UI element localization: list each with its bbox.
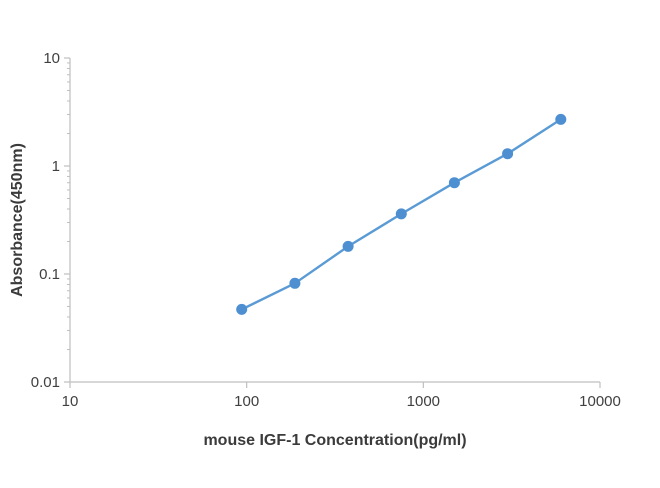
y-axis-title: Absorbance(450nm) <box>9 143 26 297</box>
y-tick-label: 0.01 <box>31 374 60 391</box>
x-tick-label: 10 <box>62 393 79 410</box>
data-point-marker <box>502 148 514 160</box>
chart-plot-layer: 0.01 0.1 1 10 10 100 1000 10000 <box>31 50 621 410</box>
data-point-marker <box>342 240 354 252</box>
y-tick-label: 0.1 <box>39 266 60 283</box>
data-point-marker <box>395 208 407 220</box>
x-tick-label: 10000 <box>579 393 621 410</box>
y-tick-label: 1 <box>52 158 60 175</box>
x-axis-title: mouse IGF-1 Concentration(pg/ml) <box>203 432 466 449</box>
y-tick-label: 10 <box>43 50 60 67</box>
axis-lines <box>69 58 600 383</box>
x-tick-label: 1000 <box>407 393 440 410</box>
data-point-marker <box>448 177 460 189</box>
data-point-marker <box>236 303 248 315</box>
data-point-marker <box>289 277 301 289</box>
x-tick-label: 100 <box>234 393 259 410</box>
data-point-marker <box>555 113 567 125</box>
